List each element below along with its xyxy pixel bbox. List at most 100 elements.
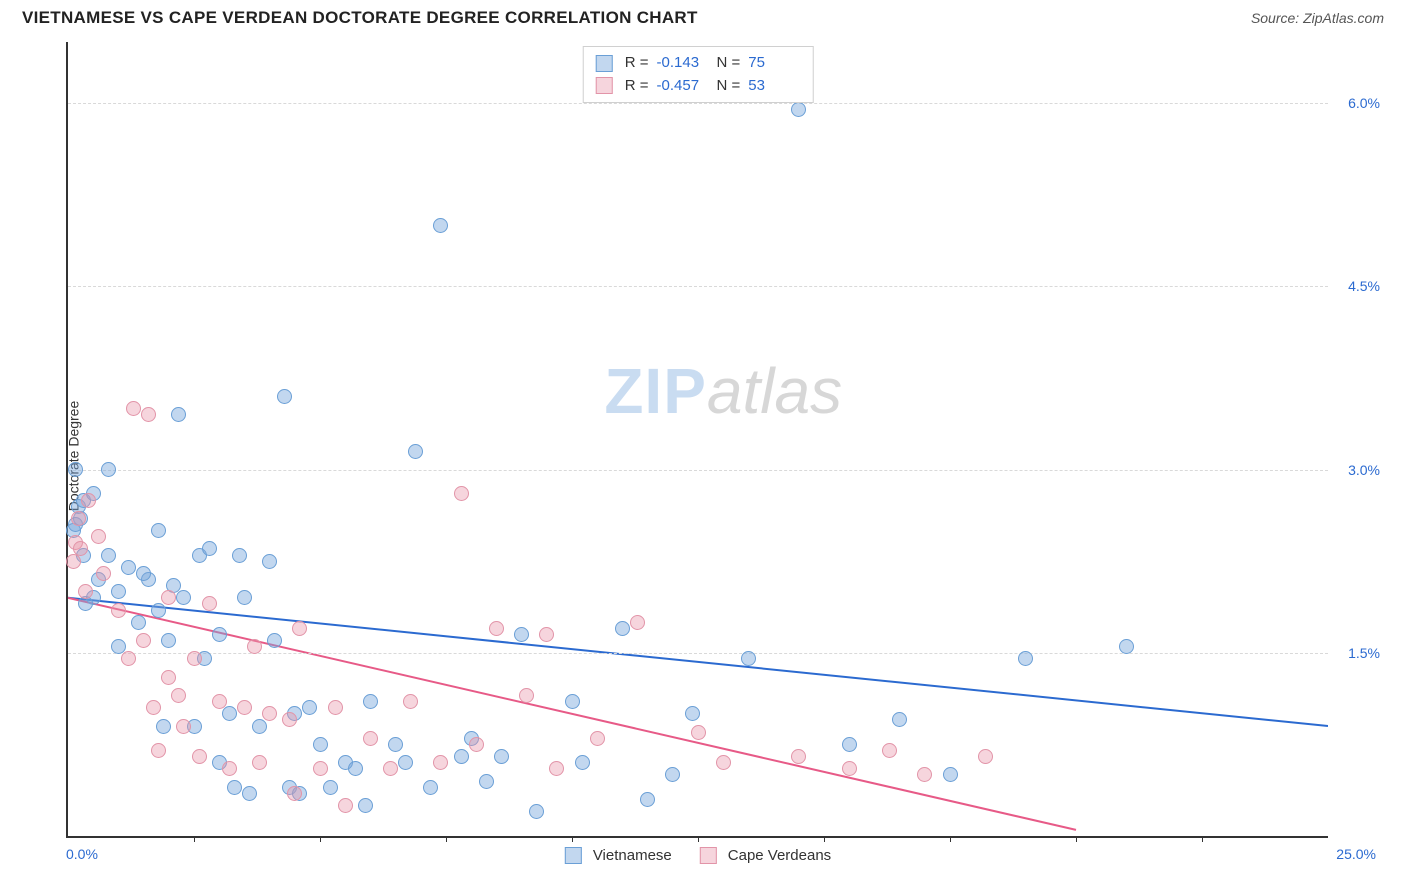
- scatter-point-vietnamese: [565, 694, 580, 709]
- r-label: R =: [625, 52, 649, 75]
- scatter-point-vietnamese: [202, 541, 217, 556]
- scatter-point-vietnamese: [433, 218, 448, 233]
- scatter-point-vietnamese: [151, 523, 166, 538]
- gridline-h: [68, 103, 1328, 104]
- scatter-point-vietnamese: [267, 633, 282, 648]
- legend-row-vietnamese: R = -0.143 N = 75: [596, 52, 801, 75]
- swatch-vietnamese-2: [565, 847, 582, 864]
- scatter-point-capeverdeans: [96, 566, 111, 581]
- scatter-point-vietnamese: [408, 444, 423, 459]
- swatch-capeverdeans-2: [700, 847, 717, 864]
- scatter-point-capeverdeans: [549, 761, 564, 776]
- y-tick-label: 3.0%: [1348, 462, 1380, 478]
- n-value-capeverdeans: 53: [748, 75, 800, 98]
- scatter-point-vietnamese: [640, 792, 655, 807]
- x-tick-mark: [1076, 836, 1077, 842]
- scatter-point-vietnamese: [161, 633, 176, 648]
- scatter-point-capeverdeans: [282, 712, 297, 727]
- scatter-point-capeverdeans: [81, 493, 96, 508]
- scatter-point-capeverdeans: [212, 694, 227, 709]
- scatter-point-capeverdeans: [151, 743, 166, 758]
- x-tick-mark: [446, 836, 447, 842]
- scatter-point-capeverdeans: [171, 688, 186, 703]
- scatter-point-capeverdeans: [136, 633, 151, 648]
- scatter-point-vietnamese: [131, 615, 146, 630]
- scatter-point-vietnamese: [151, 603, 166, 618]
- scatter-point-capeverdeans: [328, 700, 343, 715]
- scatter-point-capeverdeans: [882, 743, 897, 758]
- n-label2: N =: [717, 75, 741, 98]
- scatter-point-vietnamese: [842, 737, 857, 752]
- n-value-vietnamese: 75: [748, 52, 800, 75]
- scatter-point-vietnamese: [101, 548, 116, 563]
- scatter-point-capeverdeans: [176, 719, 191, 734]
- scatter-point-capeverdeans: [519, 688, 534, 703]
- scatter-point-capeverdeans: [590, 731, 605, 746]
- legend-item-vietnamese: Vietnamese: [565, 847, 672, 864]
- scatter-point-vietnamese: [575, 755, 590, 770]
- scatter-point-vietnamese: [388, 737, 403, 752]
- legend-correlation: R = -0.143 N = 75 R = -0.457 N = 53: [583, 46, 814, 103]
- scatter-point-capeverdeans: [539, 627, 554, 642]
- scatter-point-vietnamese: [136, 566, 151, 581]
- scatter-point-capeverdeans: [363, 731, 378, 746]
- y-tick-label: 6.0%: [1348, 95, 1380, 111]
- watermark-atlas: atlas: [707, 355, 842, 427]
- scatter-point-vietnamese: [363, 694, 378, 709]
- r-value-vietnamese: -0.143: [657, 52, 709, 75]
- scatter-point-capeverdeans: [469, 737, 484, 752]
- scatter-point-vietnamese: [222, 706, 237, 721]
- legend-series: Vietnamese Cape Verdeans: [565, 847, 831, 864]
- swatch-capeverdeans: [596, 77, 613, 94]
- scatter-point-capeverdeans: [313, 761, 328, 776]
- y-tick-label: 1.5%: [1348, 645, 1380, 661]
- scatter-point-vietnamese: [68, 462, 83, 477]
- scatter-point-capeverdeans: [489, 621, 504, 636]
- scatter-point-vietnamese: [615, 621, 630, 636]
- chart-source: Source: ZipAtlas.com: [1251, 10, 1384, 26]
- scatter-point-vietnamese: [212, 627, 227, 642]
- scatter-point-vietnamese: [398, 755, 413, 770]
- scatter-point-vietnamese: [454, 749, 469, 764]
- scatter-point-capeverdeans: [630, 615, 645, 630]
- scatter-point-vietnamese: [479, 774, 494, 789]
- scatter-point-capeverdeans: [187, 651, 202, 666]
- scatter-point-vietnamese: [156, 719, 171, 734]
- scatter-point-capeverdeans: [161, 590, 176, 605]
- scatter-point-vietnamese: [514, 627, 529, 642]
- n-label: N =: [717, 52, 741, 75]
- scatter-point-vietnamese: [892, 712, 907, 727]
- scatter-point-capeverdeans: [71, 511, 86, 526]
- scatter-point-vietnamese: [358, 798, 373, 813]
- scatter-point-vietnamese: [171, 407, 186, 422]
- scatter-point-vietnamese: [529, 804, 544, 819]
- swatch-vietnamese: [596, 55, 613, 72]
- scatter-point-capeverdeans: [222, 761, 237, 776]
- legend-item-capeverdeans: Cape Verdeans: [700, 847, 831, 864]
- scatter-point-capeverdeans: [262, 706, 277, 721]
- scatter-point-vietnamese: [302, 700, 317, 715]
- scatter-point-capeverdeans: [791, 749, 806, 764]
- plot-area: ZIPatlas R = -0.143 N = 75 R = -0.457 N …: [66, 42, 1328, 838]
- scatter-point-vietnamese: [242, 786, 257, 801]
- scatter-point-vietnamese: [665, 767, 680, 782]
- series-label-capeverdeans: Cape Verdeans: [728, 847, 831, 864]
- scatter-point-vietnamese: [262, 554, 277, 569]
- scatter-point-capeverdeans: [202, 596, 217, 611]
- scatter-point-vietnamese: [232, 548, 247, 563]
- scatter-point-capeverdeans: [691, 725, 706, 740]
- x-tick-mark: [950, 836, 951, 842]
- scatter-point-capeverdeans: [716, 755, 731, 770]
- scatter-point-capeverdeans: [126, 401, 141, 416]
- chart-container: Doctorate Degree ZIPatlas R = -0.143 N =…: [22, 42, 1384, 870]
- scatter-point-vietnamese: [237, 590, 252, 605]
- scatter-point-vietnamese: [121, 560, 136, 575]
- scatter-point-vietnamese: [943, 767, 958, 782]
- x-tick-mark: [1202, 836, 1203, 842]
- series-label-vietnamese: Vietnamese: [593, 847, 672, 864]
- scatter-point-vietnamese: [111, 584, 126, 599]
- r-value-capeverdeans: -0.457: [657, 75, 709, 98]
- y-tick-label: 4.5%: [1348, 278, 1380, 294]
- chart-title: VIETNAMESE VS CAPE VERDEAN DOCTORATE DEG…: [22, 8, 698, 28]
- scatter-point-capeverdeans: [917, 767, 932, 782]
